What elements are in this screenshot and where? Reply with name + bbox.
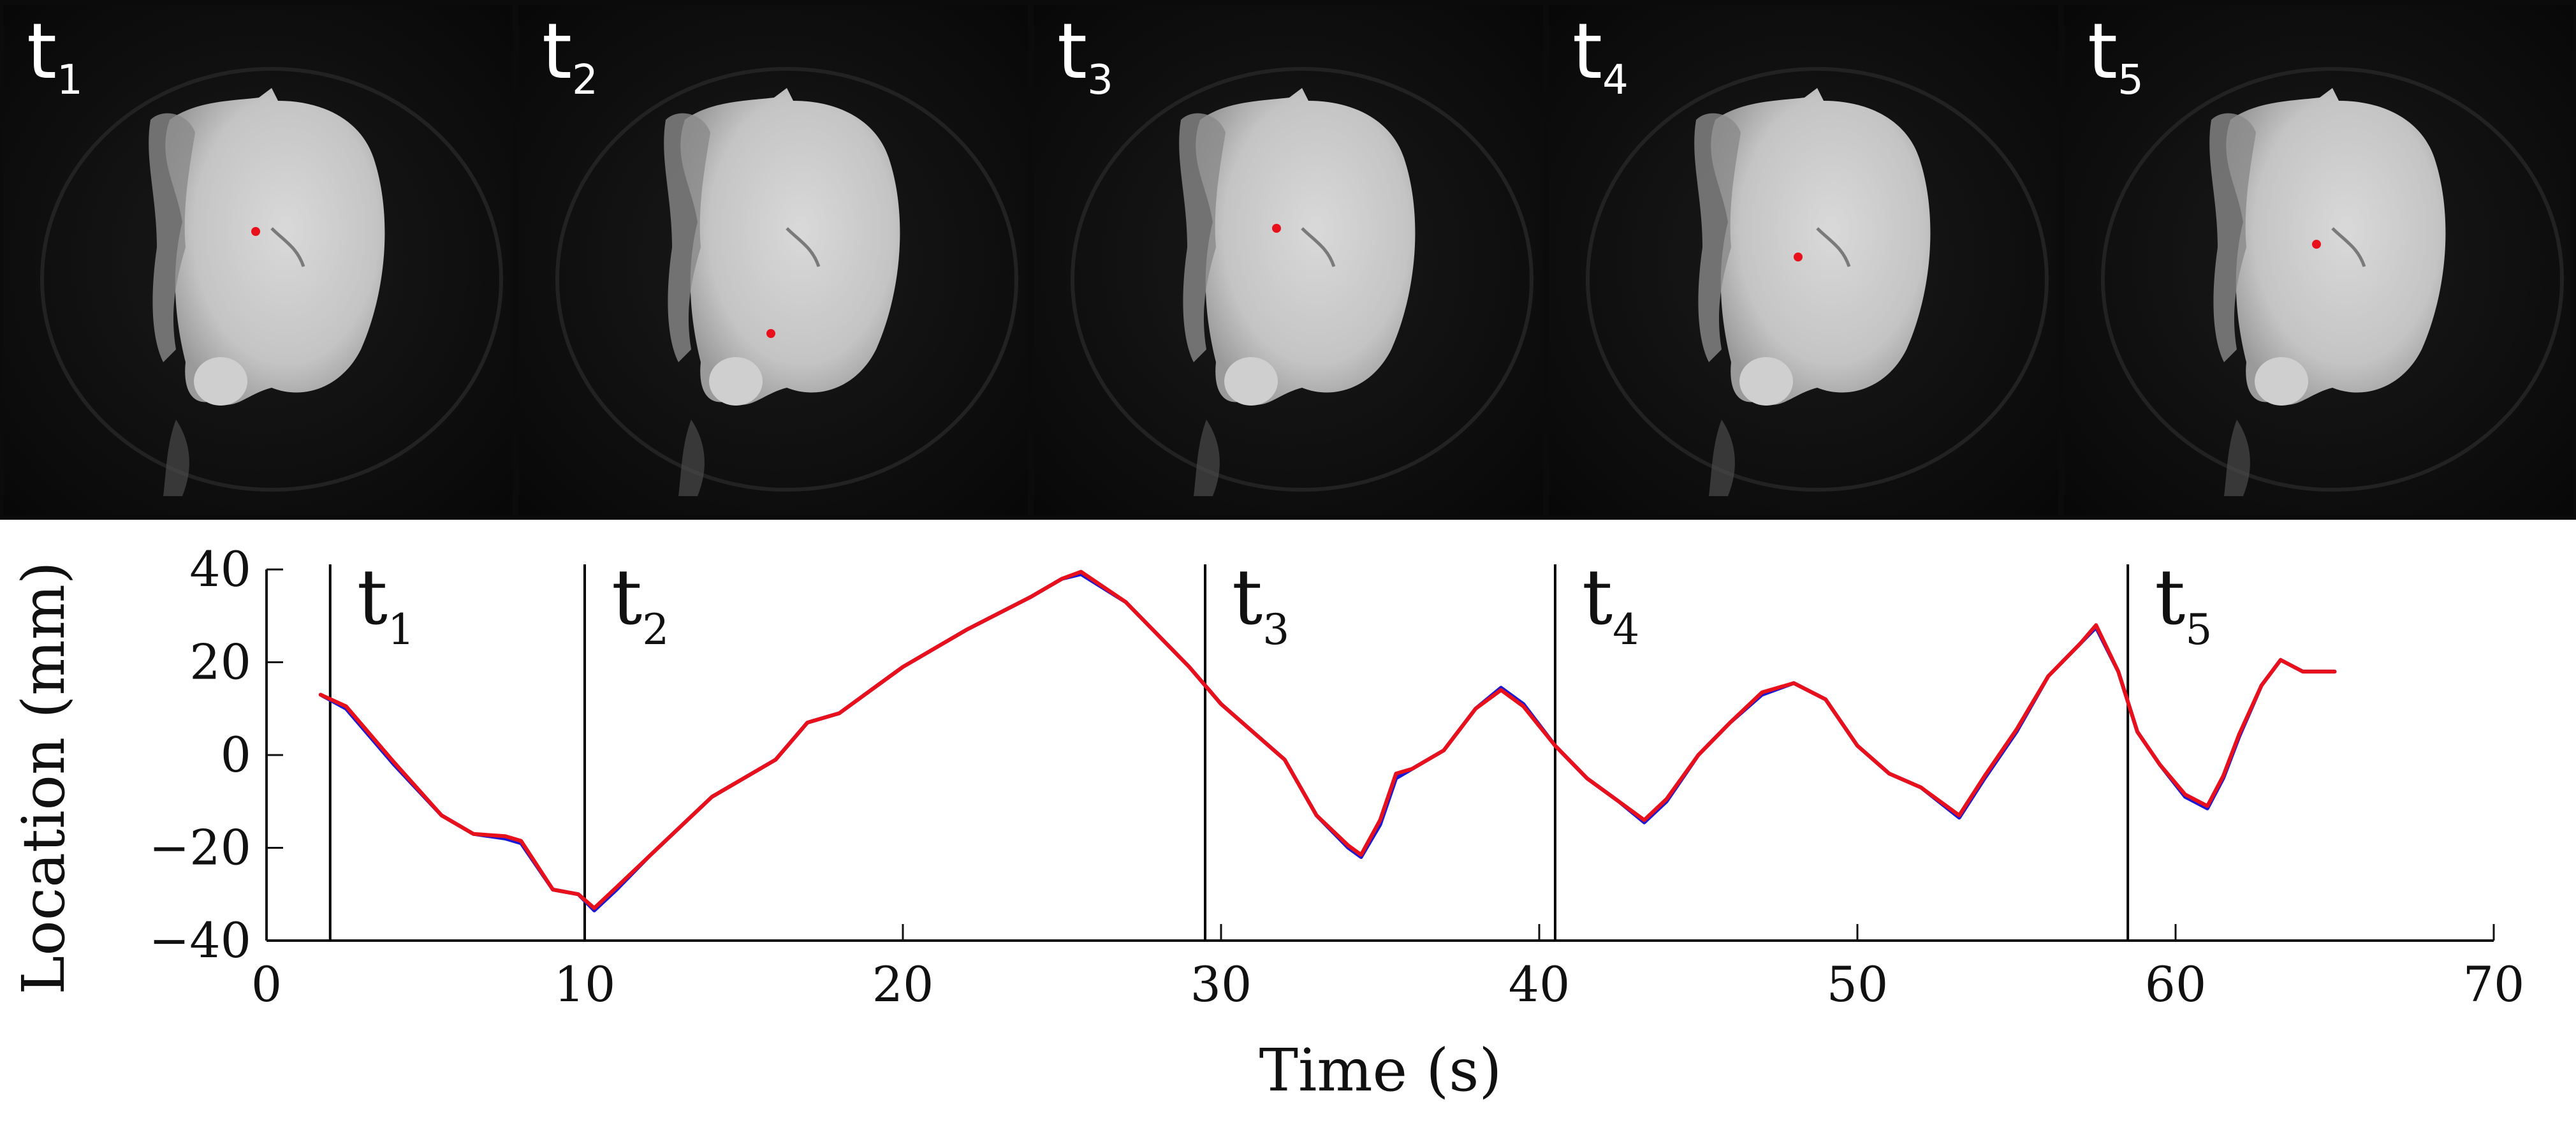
time-marker-label: t5 [2155, 554, 2212, 654]
frame-label: t2 [542, 8, 598, 104]
mri-image [2065, 5, 2573, 515]
location-chart: 0 10 20 30 40 50 60 70 40 20 0 −20 −40 t1 t2 t3 t4 t5 Ti… [10, 541, 2525, 1104]
tracked-point-dot [1794, 253, 1803, 261]
time-marker-label: t2 [611, 554, 669, 654]
frame-label: t3 [1057, 8, 1113, 104]
time-markers: t1 t2 t3 t4 t5 [328, 554, 2212, 941]
mri-image [519, 5, 1028, 515]
mri-frame-3: t3 [1034, 5, 1543, 515]
x-tick-label: 40 [1509, 956, 1570, 1013]
liver-shape [680, 88, 900, 405]
y-tick-label: −40 [149, 912, 251, 969]
frame-label: t1 [27, 8, 83, 104]
mri-frame-4: t4 [1549, 5, 2058, 515]
x-tick-label: 0 [251, 956, 282, 1013]
liver-shape [2226, 88, 2446, 405]
mri-image [1034, 5, 1543, 515]
x-tick-label: 50 [1827, 956, 1889, 1013]
mri-frame-2: t2 [519, 5, 1028, 515]
liver-shape [165, 88, 385, 405]
x-tick-label: 30 [1190, 956, 1252, 1013]
chart-series [318, 569, 2337, 913]
liver-shape [1196, 88, 1416, 405]
x-tick-label: 20 [872, 956, 934, 1013]
mri-image [4, 5, 513, 515]
x-tick-label: 60 [2145, 956, 2207, 1013]
x-axis-label: Time (s) [1259, 1036, 1502, 1104]
tracked-point-dot [1272, 224, 1281, 233]
time-marker-label: t1 [357, 554, 414, 654]
x-tick-label: 70 [2463, 956, 2525, 1013]
y-tick-label: 20 [189, 634, 251, 691]
y-tick-label: 40 [189, 541, 251, 598]
mri-image [1549, 5, 2058, 515]
mri-frame-strip: t1 t2 t3 t4 t5 [0, 0, 2576, 520]
liver-shape [1711, 88, 1931, 405]
y-axis-label: Location (mm) [10, 561, 78, 994]
frame-label: t4 [1572, 8, 1628, 104]
tracked-point-dot [2312, 240, 2321, 249]
tracked-point-dot [766, 329, 775, 338]
tracked-point-dot [251, 227, 260, 236]
x-tick-label: 10 [554, 956, 616, 1013]
frame-label: t5 [2088, 8, 2144, 104]
mri-frame-5: t5 [2065, 5, 2573, 515]
series-line-tracked [318, 569, 2337, 911]
time-marker-label: t3 [1232, 554, 1289, 654]
y-tick-label: 0 [221, 726, 251, 783]
time-marker-label: t4 [1582, 554, 1639, 654]
chart-axes: 0 10 20 30 40 50 60 70 40 20 0 −20 −40 [149, 541, 2525, 1013]
y-tick-label: −20 [149, 819, 251, 876]
mri-frame-1: t1 [4, 5, 513, 515]
